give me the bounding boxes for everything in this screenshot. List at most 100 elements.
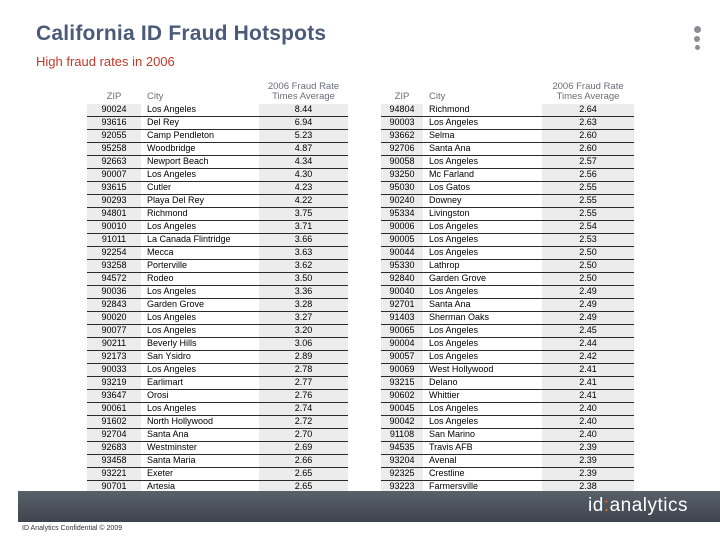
- page-subtitle: High fraud rates in 2006: [36, 54, 175, 69]
- city-cell: Orosi: [141, 389, 259, 403]
- table-row: 90061 Los Angeles 2.74: [87, 402, 348, 416]
- fraud-rate-cell: 3.27: [259, 311, 348, 325]
- table-row: 92840 Garden Grove 2.50: [381, 272, 634, 286]
- city-cell: Mc Farland: [423, 168, 542, 182]
- city-cell: San Ysidro: [141, 350, 259, 364]
- zip-cell: 92055: [87, 129, 141, 143]
- city-cell: Richmond: [423, 104, 542, 117]
- zip-cell: 93662: [381, 129, 423, 143]
- zip-cell: 93250: [381, 168, 423, 182]
- city-cell: Selma: [423, 129, 542, 143]
- column-header-city: City: [147, 91, 164, 102]
- fraud-rate-cell: 3.71: [259, 220, 348, 234]
- city-cell: La Canada Flintridge: [141, 233, 259, 247]
- zip-cell: 92706: [381, 142, 423, 156]
- fraud-rate-cell: 5.23: [259, 129, 348, 143]
- fraud-table-left: ZIP City 2006 Fraud Rate Times Average 9…: [87, 80, 348, 494]
- table-row: 95258 Woodbridge 4.87: [87, 142, 348, 156]
- table-row: 92325 Crestline 2.39: [381, 467, 634, 481]
- table-row: 93458 Santa Maria 2.66: [87, 454, 348, 468]
- zip-cell: 90006: [381, 220, 423, 234]
- city-cell: San Marino: [423, 428, 542, 442]
- fraud-rate-cell: 2.60: [542, 129, 634, 143]
- fraud-rate-cell: 2.39: [542, 454, 634, 468]
- fraud-rate-cell: 2.77: [259, 376, 348, 390]
- city-cell: Westminster: [141, 441, 259, 455]
- zip-cell: 90005: [381, 233, 423, 247]
- zip-cell: 90036: [87, 285, 141, 299]
- table-row: 90020 Los Angeles 3.27: [87, 311, 348, 325]
- table-row: 93221 Exeter 2.65: [87, 467, 348, 481]
- zip-cell: 90007: [87, 168, 141, 182]
- table-row: 92173 San Ysidro 2.89: [87, 350, 348, 364]
- zip-cell: 90602: [381, 389, 423, 403]
- fraud-rate-cell: 2.65: [259, 480, 348, 494]
- fraud-rate-cell: 2.50: [542, 246, 634, 260]
- zip-cell: 90024: [87, 104, 141, 117]
- city-cell: Los Angeles: [423, 233, 542, 247]
- table-row: 90069 West Hollywood 2.41: [381, 363, 634, 377]
- zip-cell: 91602: [87, 415, 141, 429]
- zip-cell: 92173: [87, 350, 141, 364]
- fraud-rate-cell: 2.53: [542, 233, 634, 247]
- fraud-rate-cell: 2.38: [542, 480, 634, 494]
- table-row: 91011 La Canada Flintridge 3.66: [87, 233, 348, 247]
- fraud-rate-cell: 2.74: [259, 402, 348, 416]
- table-row: 93647 Orosi 2.76: [87, 389, 348, 403]
- zip-cell: 90077: [87, 324, 141, 338]
- city-cell: Porterville: [141, 259, 259, 273]
- city-cell: Earlimart: [141, 376, 259, 390]
- zip-cell: 93616: [87, 116, 141, 130]
- table-row: 90602 Whittier 2.41: [381, 389, 634, 403]
- zip-cell: 90211: [87, 337, 141, 351]
- table-row: 91108 San Marino 2.40: [381, 428, 634, 442]
- table-row: 90065 Los Angeles 2.45: [381, 324, 634, 338]
- column-header-zip: ZIP: [394, 91, 410, 102]
- table-row: 93615 Cutler 4.23: [87, 181, 348, 195]
- zip-cell: 90033: [87, 363, 141, 377]
- table-row: 94572 Rodeo 3.50: [87, 272, 348, 286]
- zip-cell: 90004: [381, 337, 423, 351]
- zip-cell: 90003: [381, 116, 423, 130]
- fraud-rate-cell: 3.06: [259, 337, 348, 351]
- fraud-rate-cell: 2.39: [542, 441, 634, 455]
- table-row: 93250 Mc Farland 2.56: [381, 168, 634, 182]
- zip-cell: 93219: [87, 376, 141, 390]
- fraud-rate-cell: 2.56: [542, 168, 634, 182]
- zip-cell: 90057: [381, 350, 423, 364]
- table-row: 92843 Garden Grove 3.28: [87, 298, 348, 312]
- fraud-rate-cell: 4.87: [259, 142, 348, 156]
- zip-cell: 95258: [87, 142, 141, 156]
- table-row: 92701 Santa Ana 2.49: [381, 298, 634, 312]
- city-cell: Richmond: [141, 207, 259, 221]
- city-cell: Del Rey: [141, 116, 259, 130]
- city-cell: Los Angeles: [423, 246, 542, 260]
- fraud-rate-cell: 2.72: [259, 415, 348, 429]
- table-row: 94804 Richmond 2.64: [381, 104, 634, 117]
- table-row: 95330 Lathrop 2.50: [381, 259, 634, 273]
- fraud-rate-cell: 2.49: [542, 285, 634, 299]
- city-cell: Los Angeles: [423, 402, 542, 416]
- confidential-notice: ID Analytics Confidential © 2009: [22, 525, 123, 532]
- table-row: 91403 Sherman Oaks 2.49: [381, 311, 634, 325]
- fraud-rate-cell: 2.42: [542, 350, 634, 364]
- fraud-rate-cell: 4.23: [259, 181, 348, 195]
- table-row: 92683 Westminster 2.69: [87, 441, 348, 455]
- table-row: 90024 Los Angeles 8.44: [87, 104, 348, 117]
- city-cell: Garden Grove: [141, 298, 259, 312]
- fraud-rate-cell: 3.66: [259, 233, 348, 247]
- fraud-rate-cell: 2.76: [259, 389, 348, 403]
- zip-cell: 91108: [381, 428, 423, 442]
- city-cell: West Hollywood: [423, 363, 542, 377]
- zip-cell: 93223: [381, 480, 423, 494]
- zip-cell: 90020: [87, 311, 141, 325]
- city-cell: Los Gatos: [423, 181, 542, 195]
- city-cell: Exeter: [141, 467, 259, 481]
- zip-cell: 90058: [381, 155, 423, 169]
- table-row: 92254 Mecca 3.63: [87, 246, 348, 260]
- city-cell: Santa Maria: [141, 454, 259, 468]
- city-cell: Rodeo: [141, 272, 259, 286]
- zip-cell: 90069: [381, 363, 423, 377]
- table-row: 90007 Los Angeles 4.30: [87, 168, 348, 182]
- city-cell: Los Angeles: [423, 415, 542, 429]
